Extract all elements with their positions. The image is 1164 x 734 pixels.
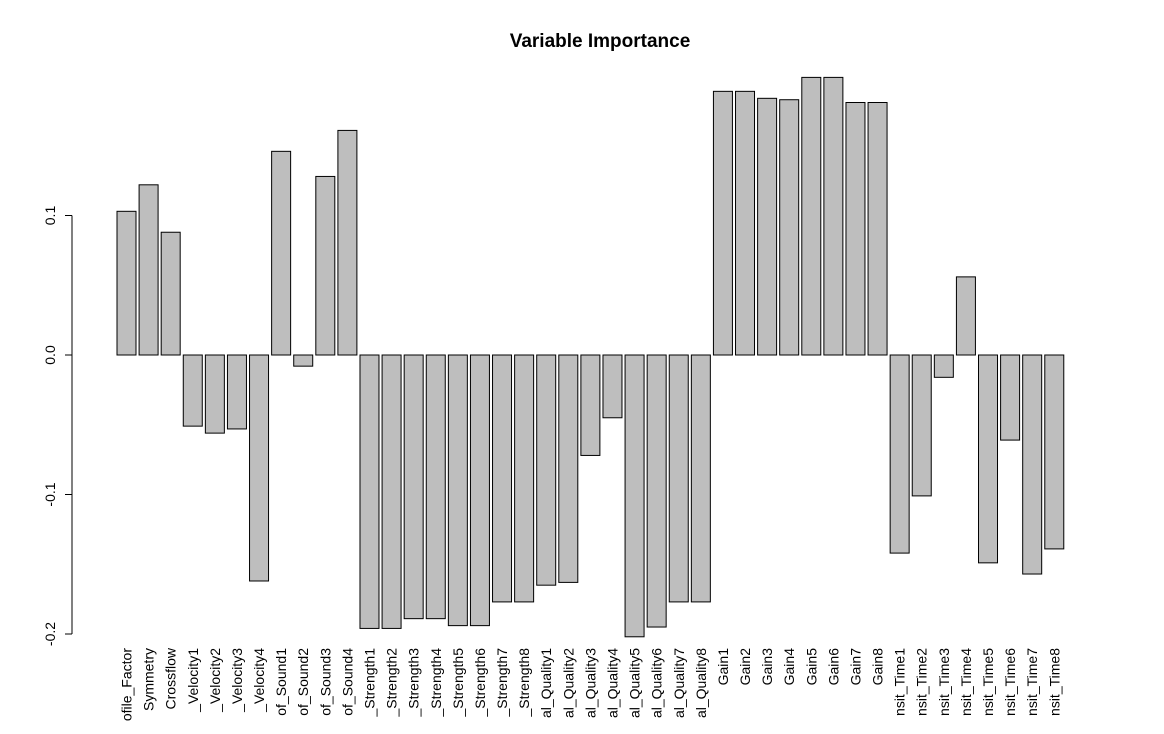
bar bbox=[514, 354, 535, 603]
x-tick-label: nsit_Time2 bbox=[914, 648, 930, 716]
x-tick-label: Gain1 bbox=[715, 648, 731, 686]
x-axis-labels: ofile_Factor Symmetry Crossflow _Velocity1 _… bbox=[119, 647, 1063, 721]
x-tick-label: nsit_Time1 bbox=[892, 648, 908, 716]
bar bbox=[978, 354, 999, 564]
x-tick-label: Gain8 bbox=[870, 648, 886, 686]
x-tick-label: nsit_Time3 bbox=[936, 648, 952, 716]
y-tick-label: 0.0 bbox=[42, 345, 58, 365]
x-tick-label: _Strength5 bbox=[450, 648, 466, 718]
x-tick-label: nsit_Time5 bbox=[980, 648, 996, 716]
x-tick-label: nsit_Time4 bbox=[958, 648, 974, 716]
x-tick-label: of_Sound2 bbox=[295, 648, 311, 716]
x-tick-label: Crossflow bbox=[163, 647, 179, 709]
bar bbox=[845, 102, 866, 356]
bar bbox=[492, 354, 513, 603]
y-tick-label: 0.1 bbox=[42, 206, 58, 226]
x-tick-label: _Strength1 bbox=[361, 648, 377, 718]
bar bbox=[933, 354, 954, 378]
bar bbox=[337, 129, 358, 356]
x-tick-label: Gain6 bbox=[825, 648, 841, 686]
bar bbox=[779, 99, 800, 356]
bar bbox=[293, 354, 314, 367]
x-tick-label: al_Quality8 bbox=[693, 648, 709, 718]
bar bbox=[315, 175, 336, 356]
bar bbox=[536, 354, 557, 586]
bar bbox=[624, 354, 645, 638]
y-tick-label: -0.1 bbox=[42, 482, 58, 506]
x-tick-label: _Velocity2 bbox=[207, 648, 223, 713]
bar bbox=[889, 354, 910, 554]
x-tick-label: Gain2 bbox=[737, 648, 753, 686]
y-axis: -0.2 -0.1 0.0 0.1 bbox=[42, 206, 73, 646]
x-tick-label: _Velocity1 bbox=[185, 648, 201, 713]
bar bbox=[359, 354, 380, 629]
x-tick-label: al_Quality3 bbox=[582, 648, 598, 718]
x-tick-label: _Velocity3 bbox=[229, 648, 245, 713]
x-tick-label: _Strength8 bbox=[516, 648, 532, 718]
bars bbox=[116, 76, 1065, 638]
bar bbox=[249, 354, 270, 582]
x-tick-label: _Strength2 bbox=[384, 648, 400, 718]
x-tick-label: _Strength3 bbox=[406, 648, 422, 718]
bar bbox=[823, 76, 844, 356]
x-tick-label: ofile_Factor bbox=[119, 648, 135, 721]
bar bbox=[381, 354, 402, 629]
bar bbox=[735, 90, 756, 356]
x-tick-label: Symmetry bbox=[141, 648, 157, 711]
x-tick-label: of_Sound1 bbox=[273, 648, 289, 716]
bar bbox=[204, 354, 225, 434]
x-tick-label: al_Quality1 bbox=[538, 648, 554, 718]
x-tick-label: of_Sound3 bbox=[317, 648, 333, 716]
x-tick-label: Gain3 bbox=[759, 648, 775, 686]
x-tick-label: of_Sound4 bbox=[339, 648, 355, 716]
bar bbox=[646, 354, 667, 628]
x-tick-label: Gain5 bbox=[803, 648, 819, 686]
x-tick-label: al_Quality2 bbox=[560, 648, 576, 718]
bar bbox=[447, 354, 468, 627]
x-tick-label: al_Quality6 bbox=[649, 648, 665, 718]
bar bbox=[580, 354, 601, 456]
bar bbox=[226, 354, 247, 430]
bar bbox=[160, 231, 181, 356]
x-tick-label: al_Quality5 bbox=[627, 648, 643, 718]
x-tick-label: al_Quality4 bbox=[604, 648, 620, 718]
bar bbox=[757, 97, 778, 356]
bar bbox=[867, 102, 888, 356]
bar bbox=[425, 354, 446, 620]
bar bbox=[271, 150, 292, 356]
x-tick-label: nsit_Time7 bbox=[1024, 648, 1040, 716]
bar bbox=[1044, 354, 1065, 550]
x-tick-label: _Strength6 bbox=[472, 648, 488, 718]
chart-title: Variable Importance bbox=[510, 31, 691, 52]
x-tick-label: _Strength7 bbox=[494, 648, 510, 718]
x-tick-label: al_Quality7 bbox=[671, 648, 687, 718]
x-tick-label: Gain7 bbox=[847, 648, 863, 686]
bar bbox=[182, 354, 203, 427]
x-tick-label: nsit_Time8 bbox=[1046, 648, 1062, 716]
bar bbox=[712, 90, 733, 356]
bar bbox=[469, 354, 490, 627]
bar bbox=[690, 354, 711, 603]
x-tick-label: _Strength4 bbox=[428, 648, 444, 718]
bar bbox=[602, 354, 623, 419]
bar bbox=[801, 76, 822, 356]
bar bbox=[138, 184, 159, 356]
bar bbox=[116, 210, 137, 356]
bar bbox=[403, 354, 424, 620]
bar bbox=[911, 354, 932, 497]
bar bbox=[955, 276, 976, 356]
x-tick-label: _Velocity4 bbox=[251, 648, 267, 713]
bar bbox=[1022, 354, 1043, 575]
bar bbox=[1000, 354, 1021, 441]
bar bbox=[668, 354, 689, 603]
y-tick-label: -0.2 bbox=[42, 622, 58, 646]
x-tick-label: nsit_Time6 bbox=[1002, 648, 1018, 716]
x-tick-label: Gain4 bbox=[781, 648, 797, 686]
bar bbox=[558, 354, 579, 583]
